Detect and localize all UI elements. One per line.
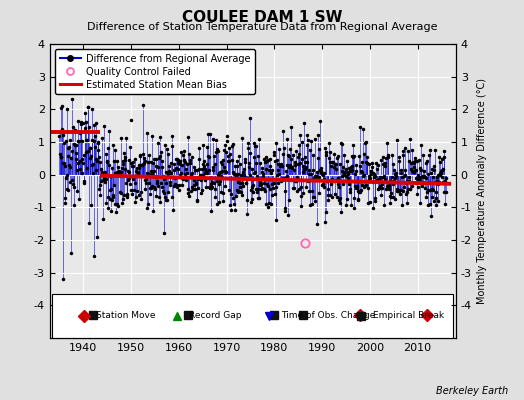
Legend: Difference from Regional Average, Quality Control Failed, Estimated Station Mean: Difference from Regional Average, Qualit… bbox=[54, 49, 255, 94]
Text: COULEE DAM 1 SW: COULEE DAM 1 SW bbox=[182, 10, 342, 25]
Text: Berkeley Earth: Berkeley Earth bbox=[436, 386, 508, 396]
Y-axis label: Monthly Temperature Anomaly Difference (°C): Monthly Temperature Anomaly Difference (… bbox=[477, 78, 487, 304]
Text: Time of Obs. Change: Time of Obs. Change bbox=[281, 312, 375, 320]
Text: Difference of Station Temperature Data from Regional Average: Difference of Station Temperature Data f… bbox=[87, 22, 437, 32]
FancyBboxPatch shape bbox=[52, 294, 453, 338]
Text: Station Move: Station Move bbox=[96, 312, 156, 320]
Text: Record Gap: Record Gap bbox=[189, 312, 241, 320]
Text: Empirical Break: Empirical Break bbox=[373, 312, 444, 320]
